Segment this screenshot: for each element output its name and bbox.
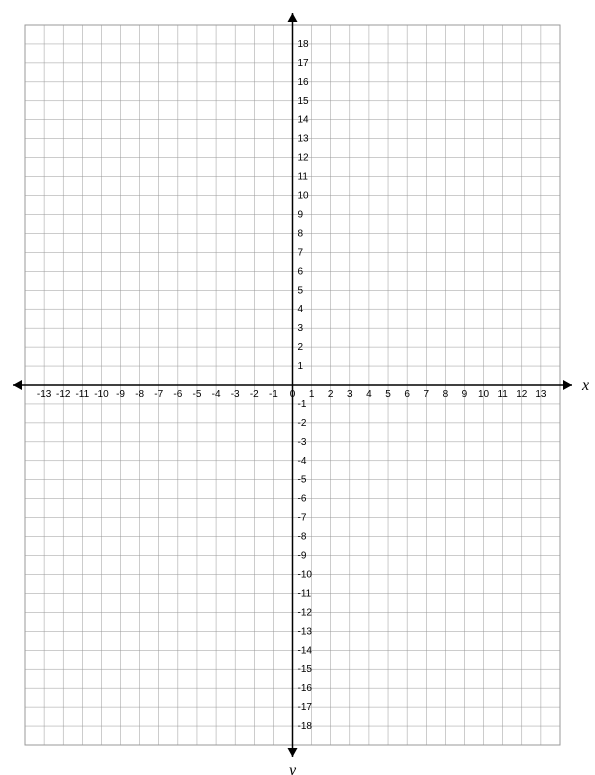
x-tick-label: -8 bbox=[135, 389, 144, 400]
x-tick-label: -7 bbox=[154, 389, 163, 400]
y-tick-label: 1 bbox=[298, 361, 304, 372]
y-tick-label: 3 bbox=[298, 323, 304, 334]
y-tick-label: -12 bbox=[298, 607, 313, 618]
y-tick-label: 11 bbox=[298, 172, 309, 183]
y-tick-label: -14 bbox=[298, 645, 313, 656]
y-tick-label: 10 bbox=[298, 191, 310, 202]
x-tick-label: 10 bbox=[478, 389, 490, 400]
y-tick-label: 18 bbox=[298, 39, 310, 50]
x-tick-label: -13 bbox=[37, 389, 52, 400]
y-tick-label: -15 bbox=[298, 664, 313, 675]
x-tick-label: 5 bbox=[385, 389, 391, 400]
x-axis-label: x bbox=[581, 377, 589, 394]
y-tick-label: -5 bbox=[298, 475, 307, 486]
x-tick-label: -12 bbox=[56, 389, 71, 400]
y-tick-label: 12 bbox=[298, 153, 310, 164]
y-tick-label: -16 bbox=[298, 683, 313, 694]
y-tick-label: -7 bbox=[298, 513, 307, 524]
x-tick-label: -3 bbox=[231, 389, 240, 400]
x-tick-label: -10 bbox=[94, 389, 109, 400]
x-tick-label: -2 bbox=[250, 389, 259, 400]
y-tick-label: 14 bbox=[298, 115, 310, 126]
x-tick-label: 0 bbox=[290, 389, 296, 400]
y-tick-label: -18 bbox=[298, 721, 313, 732]
x-tick-label: 1 bbox=[309, 389, 315, 400]
y-tick-label: -4 bbox=[298, 456, 307, 467]
y-tick-label: -8 bbox=[298, 532, 307, 543]
x-tick-label: -6 bbox=[173, 389, 182, 400]
x-tick-label: -1 bbox=[269, 389, 278, 400]
y-tick-label: -3 bbox=[298, 437, 307, 448]
y-tick-label: 17 bbox=[298, 58, 310, 69]
y-tick-label: 2 bbox=[298, 342, 304, 353]
y-tick-label: 4 bbox=[298, 304, 304, 315]
coordinate-plane: -13-12-11-10-9-8-7-6-5-4-3-2-10123456789… bbox=[0, 0, 595, 775]
y-tick-label: 8 bbox=[298, 228, 304, 239]
x-tick-label: -11 bbox=[75, 389, 89, 400]
y-tick-label: 16 bbox=[298, 77, 310, 88]
x-tick-label: 9 bbox=[462, 389, 468, 400]
x-tick-label: 7 bbox=[423, 389, 429, 400]
x-tick-label: -9 bbox=[116, 389, 125, 400]
y-tick-label: -2 bbox=[298, 418, 307, 429]
x-tick-label: 2 bbox=[328, 389, 334, 400]
x-tick-label: -4 bbox=[212, 389, 221, 400]
y-tick-label: -17 bbox=[298, 702, 313, 713]
x-tick-label: -5 bbox=[193, 389, 202, 400]
x-tick-label: 11 bbox=[497, 389, 508, 400]
y-tick-label: -1 bbox=[298, 399, 307, 410]
y-tick-label: 9 bbox=[298, 209, 304, 220]
x-tick-label: 3 bbox=[347, 389, 353, 400]
x-tick-label: 12 bbox=[516, 389, 528, 400]
x-tick-label: 8 bbox=[443, 389, 449, 400]
x-tick-label: 13 bbox=[535, 389, 547, 400]
x-tick-label: 6 bbox=[404, 389, 410, 400]
y-tick-label: -10 bbox=[298, 569, 313, 580]
y-tick-label: -6 bbox=[298, 494, 307, 505]
y-axis-label: y bbox=[287, 762, 297, 775]
grid-svg: -13-12-11-10-9-8-7-6-5-4-3-2-10123456789… bbox=[0, 0, 595, 775]
y-tick-label: 5 bbox=[298, 285, 304, 296]
y-tick-label: -9 bbox=[298, 551, 307, 562]
y-tick-label: -11 bbox=[298, 588, 312, 599]
y-tick-label: 7 bbox=[298, 247, 304, 258]
y-tick-label: -13 bbox=[298, 626, 313, 637]
y-tick-label: 13 bbox=[298, 134, 310, 145]
y-tick-label: 6 bbox=[298, 266, 304, 277]
x-tick-label: 4 bbox=[366, 389, 372, 400]
y-tick-label: 15 bbox=[298, 96, 310, 107]
